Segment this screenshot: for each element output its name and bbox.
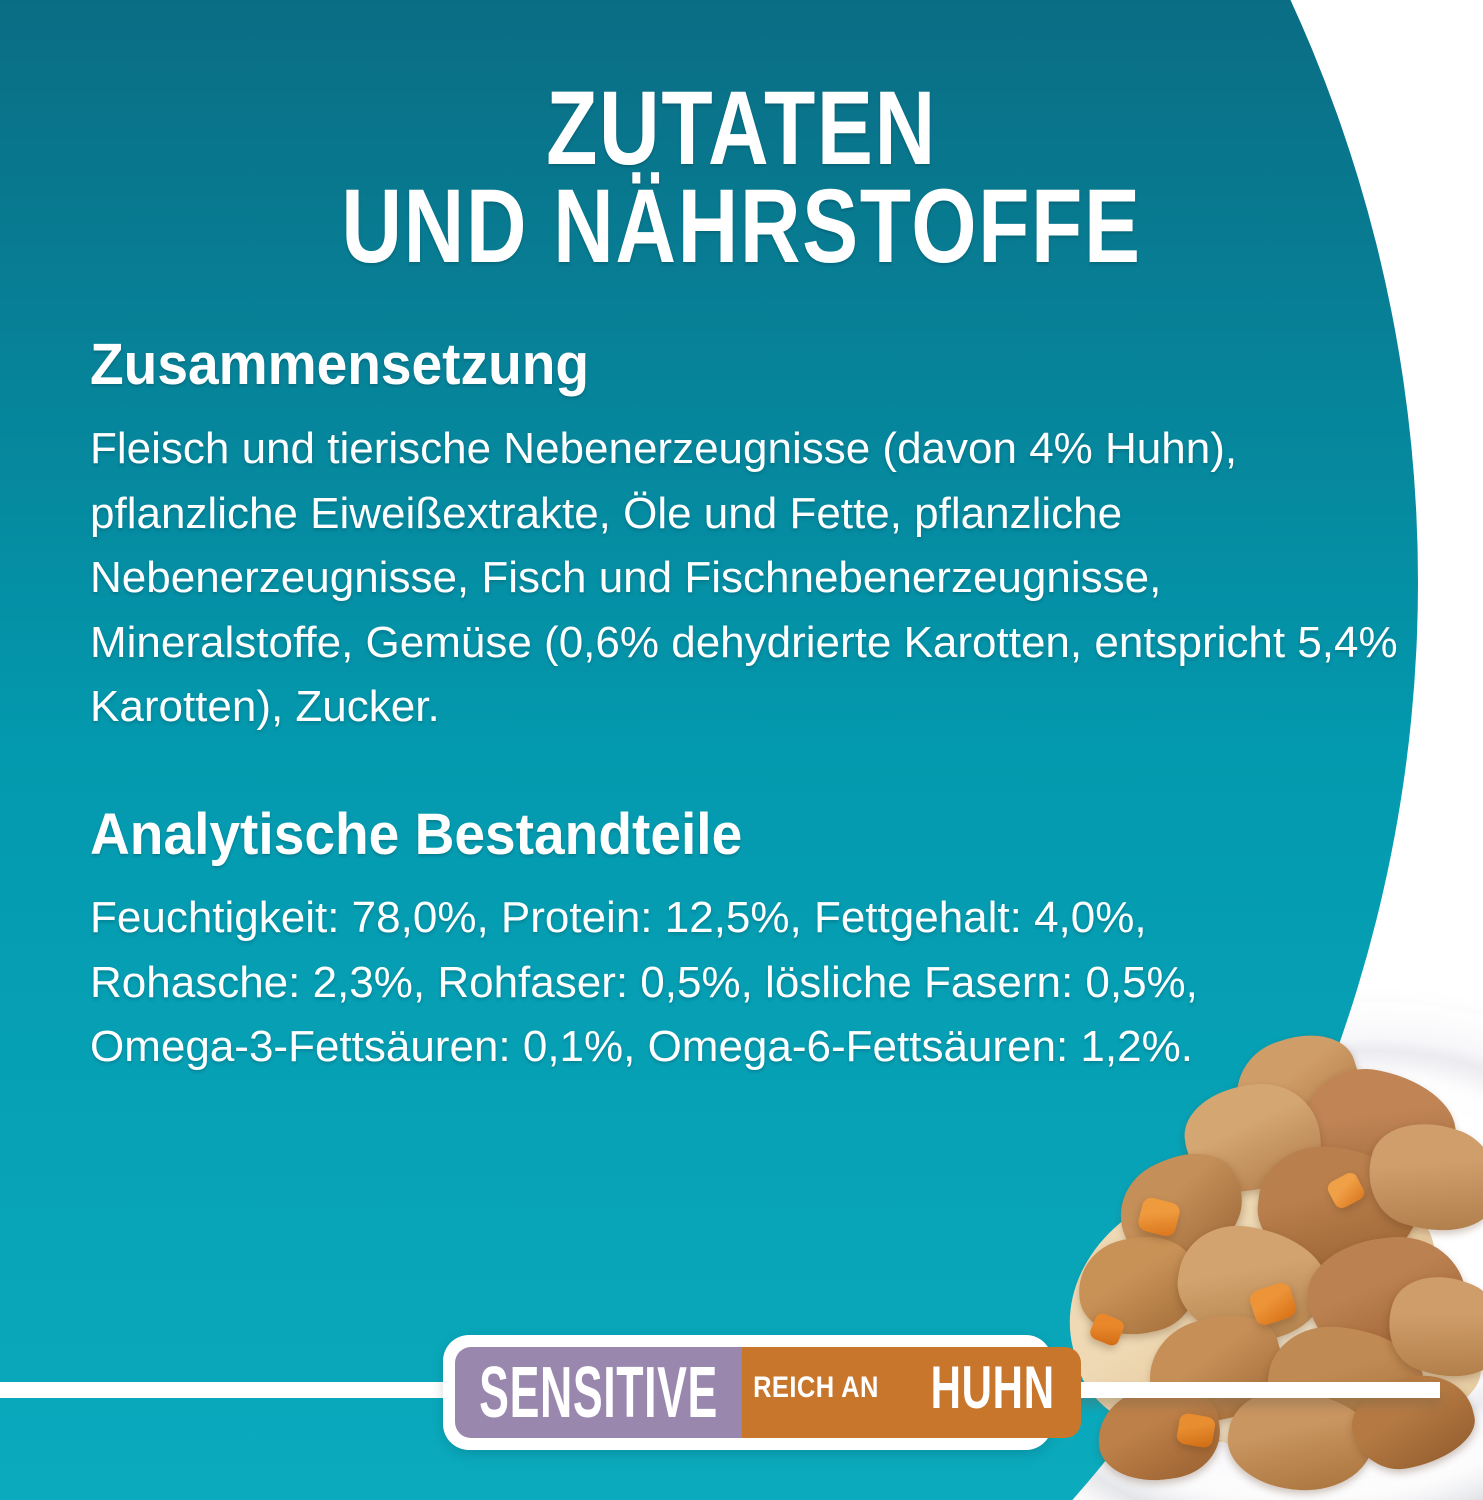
analysis-line: Rohasche: 2,3%, Rohfaser: 0,5%, lösliche… xyxy=(90,957,1198,1007)
analysis-line: Omega-3-Fettsäuren: 0,1%, Omega-6-Fettsä… xyxy=(90,1022,1193,1071)
composition-line: Fleisch und tierische Nebenerzeugnisse (… xyxy=(90,424,1238,473)
composition-line: Karotten), Zucker. xyxy=(90,682,440,731)
composition-paragraph: Fleisch und tierische Nebenerzeugnisse (… xyxy=(90,417,1398,740)
page-title-line1: ZUTATEN xyxy=(546,70,937,187)
analysis-paragraph: Feuchtigkeit: 78,0%, Protein: 12,5%, Fet… xyxy=(90,886,1198,1080)
composition-heading: Zusammensetzung xyxy=(90,332,590,397)
composition-line: Mineralstoffe, Gemüse (0,6% dehydrierte … xyxy=(90,617,1398,667)
badge-claim-prefix-label: REICH AN xyxy=(753,1370,879,1404)
composition-line: pflanzliche Eiweißextrakte, Öle und Fett… xyxy=(90,488,1123,538)
ribbon-stripe-left xyxy=(0,1382,456,1398)
variety-badge: SENSITIVE REICH AN HUHN xyxy=(443,1335,1082,1450)
badge-sensitive-section: SENSITIVE xyxy=(455,1347,742,1438)
analysis-heading: Analytische Bestandteile xyxy=(90,802,743,867)
badge-sensitive-label: SENSITIVE xyxy=(479,1352,718,1433)
page-title: ZUTATEN UND NÄHRSTOFFE xyxy=(0,70,1483,285)
badge-flavor-label: HUHN xyxy=(930,1354,1055,1421)
analysis-line: Feuchtigkeit: 78,0%, Protein: 12,5%, Fet… xyxy=(90,893,1147,942)
ribbon-stripe-right xyxy=(1040,1382,1440,1398)
badge-flavor-section: REICH AN HUHN xyxy=(742,1347,1082,1438)
page-title-line2: UND NÄHRSTOFFE xyxy=(341,168,1142,285)
composition-line: Nebenerzeugnisse, Fisch und Fischnebener… xyxy=(90,553,1162,602)
